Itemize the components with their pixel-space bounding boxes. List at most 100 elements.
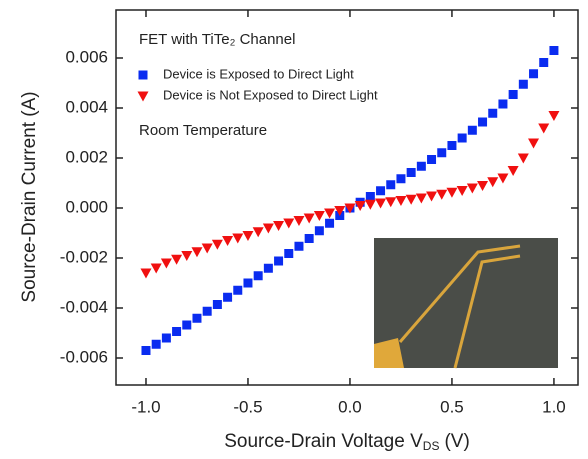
data-point — [497, 173, 509, 184]
data-point — [437, 148, 447, 158]
data-point — [395, 196, 407, 206]
data-point — [447, 141, 457, 150]
data-point — [517, 153, 529, 164]
data-point — [232, 233, 244, 244]
data-point — [284, 249, 294, 258]
data-point — [344, 203, 356, 214]
data-point — [456, 186, 468, 196]
data-point — [446, 187, 458, 198]
data-point — [253, 271, 263, 281]
legend-marker — [138, 70, 148, 80]
y-axis-title: Source-Drain Current (A) — [19, 91, 40, 302]
x-tick-label: 0.5 — [440, 397, 464, 416]
data-point — [304, 234, 314, 243]
data-point — [477, 181, 489, 191]
data-point — [172, 327, 182, 336]
data-point — [212, 300, 222, 309]
data-point — [364, 199, 376, 210]
legend-label: Device is Exposed to Direct Light — [163, 66, 354, 81]
data-point — [283, 218, 295, 229]
annotation: Room Temperature — [139, 122, 267, 139]
data-point — [507, 166, 519, 176]
data-point — [201, 243, 213, 254]
data-point — [488, 108, 498, 118]
data-point — [181, 251, 193, 261]
legend-marker — [137, 91, 149, 102]
data-point — [538, 123, 550, 134]
data-point — [466, 183, 478, 194]
data-point — [140, 268, 152, 279]
data-point — [386, 180, 396, 190]
data-point — [160, 258, 172, 269]
data-point — [376, 186, 386, 196]
data-point — [478, 117, 488, 127]
x-tick-label: 1.0 — [542, 397, 566, 416]
data-point — [549, 46, 559, 55]
data-point — [375, 198, 387, 209]
data-point — [211, 239, 223, 250]
data-point — [548, 111, 560, 121]
data-point — [171, 254, 183, 265]
plot-frame — [115, 9, 579, 386]
annotation: FET with TiTe₂ Channel — [139, 31, 295, 48]
data-point — [324, 208, 336, 219]
data-point — [508, 90, 518, 99]
data-point — [151, 339, 161, 349]
inset-photo — [374, 238, 558, 369]
legend-label: Device is Not Exposed to Direct Light — [163, 87, 378, 102]
y-tick-label: -0.004 — [60, 297, 108, 316]
data-point — [274, 256, 284, 266]
data-point — [528, 138, 540, 149]
data-point — [487, 177, 499, 188]
data-point — [313, 211, 325, 221]
data-point — [263, 263, 273, 273]
data-point — [273, 221, 285, 231]
y-tick-label: 0.004 — [65, 97, 108, 116]
data-point — [222, 236, 234, 246]
data-point — [518, 79, 528, 89]
data-point — [365, 192, 375, 201]
y-tick-label: -0.006 — [60, 347, 108, 366]
data-point — [426, 191, 438, 202]
data-point — [294, 241, 304, 251]
data-point — [334, 206, 346, 216]
data-point — [303, 213, 315, 224]
data-point — [150, 263, 162, 274]
data-point — [192, 313, 202, 323]
data-point — [191, 247, 203, 258]
y-tick-label: 0.002 — [65, 147, 108, 166]
data-point — [242, 231, 254, 241]
data-point — [415, 193, 427, 204]
data-point — [182, 320, 192, 330]
data-point — [529, 69, 539, 79]
y-tick-label: 0.006 — [65, 47, 108, 66]
data-point — [436, 189, 448, 200]
data-point — [498, 99, 508, 109]
x-axis-title: Source-Drain Voltage VDS (V) — [224, 431, 470, 453]
data-point — [539, 58, 549, 67]
data-point — [457, 133, 467, 143]
data-point — [385, 197, 397, 208]
data-point — [223, 292, 233, 302]
data-point — [202, 306, 212, 316]
data-point — [233, 285, 243, 295]
x-tick-label: -0.5 — [233, 397, 262, 416]
data-point — [325, 218, 335, 228]
data-point — [161, 333, 171, 343]
data-point — [405, 194, 417, 205]
data-point — [141, 346, 151, 355]
data-point — [252, 227, 264, 238]
data-point — [314, 226, 324, 236]
data-point — [243, 278, 253, 288]
y-tick-label: 0.000 — [65, 197, 108, 216]
data-point — [262, 223, 274, 234]
x-tick-label: -1.0 — [131, 397, 160, 416]
x-tick-label: 0.0 — [338, 397, 362, 416]
data-point — [467, 125, 477, 135]
data-point — [416, 161, 426, 171]
data-point — [293, 216, 305, 226]
data-point — [354, 201, 366, 211]
data-point — [427, 155, 437, 164]
data-point — [396, 174, 406, 184]
